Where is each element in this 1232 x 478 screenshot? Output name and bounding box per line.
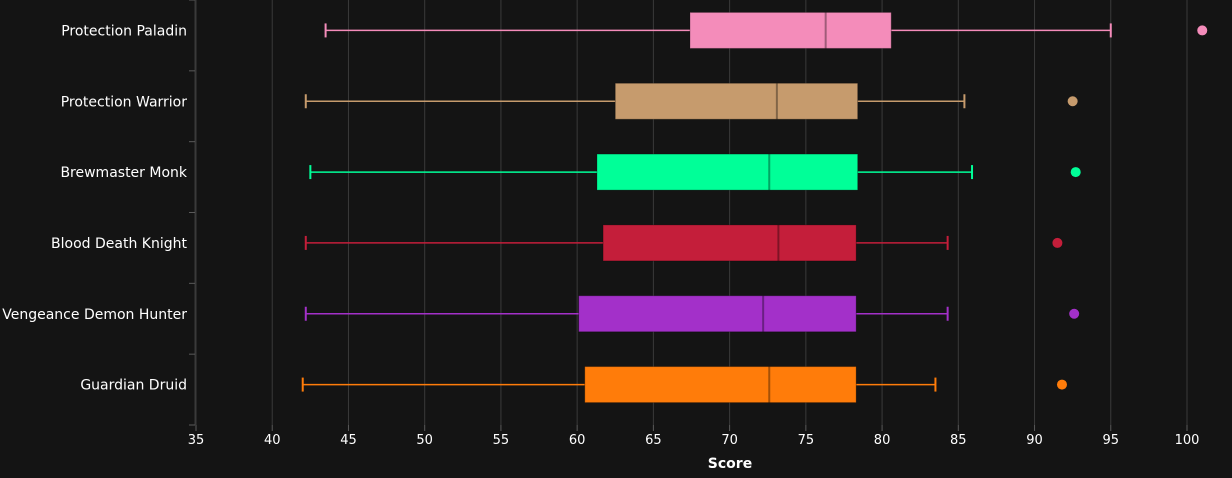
iqr-box [614, 82, 859, 120]
outlier-point [1197, 25, 1208, 36]
box-group [301, 366, 1067, 404]
category-label: Blood Death Knight [51, 236, 187, 252]
outlier-point [1056, 379, 1067, 390]
iqr-box [578, 295, 857, 333]
x-tick-label: 95 [1102, 433, 1119, 448]
outlier-point [1067, 96, 1078, 107]
box-layer [301, 11, 1208, 404]
x-tick-label: 90 [1026, 433, 1043, 448]
x-tick-label: 50 [416, 433, 433, 448]
box-group [309, 153, 1081, 191]
category-label: Vengeance Demon Hunter [2, 307, 187, 323]
x-tick-label: 80 [874, 433, 891, 448]
x-tick-label: 40 [264, 433, 281, 448]
x-tick-label: 35 [188, 433, 205, 448]
x-tick-label: 55 [493, 433, 510, 448]
category-label: Protection Paladin [61, 23, 187, 39]
outlier-point [1070, 167, 1081, 178]
axis-layer: 35 40 45 50 55 60 65 70 75 80 85 90 95 100 Protection … [2, 0, 1199, 448]
grid-layer [195, 0, 1188, 425]
outlier-point [1052, 237, 1063, 248]
x-tick-label: 60 [569, 433, 586, 448]
category-label: Brewmaster Monk [60, 165, 187, 181]
x-tick-label: 100 [1175, 433, 1200, 448]
iqr-box [602, 224, 857, 262]
box-group [304, 224, 1063, 262]
x-tick-label: 70 [721, 433, 738, 448]
x-tick-label: 75 [798, 433, 815, 448]
outlier-point [1069, 308, 1080, 319]
iqr-box [584, 366, 857, 404]
iqr-box [689, 11, 892, 49]
x-tick-label: 45 [340, 433, 357, 448]
category-label: Protection Warrior [61, 94, 188, 110]
x-tick-label: 65 [645, 433, 662, 448]
iqr-box [596, 153, 859, 191]
x-axis-title: Score [708, 456, 752, 472]
box-group [324, 11, 1208, 49]
x-tick-label: 85 [950, 433, 967, 448]
box-group [304, 295, 1080, 333]
box-group [304, 82, 1078, 120]
category-label: Guardian Druid [80, 378, 187, 394]
